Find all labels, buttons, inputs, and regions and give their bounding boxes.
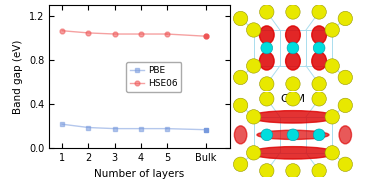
- Ellipse shape: [286, 26, 300, 44]
- Circle shape: [246, 146, 261, 160]
- Circle shape: [325, 23, 339, 37]
- Ellipse shape: [257, 130, 329, 139]
- Circle shape: [338, 11, 353, 26]
- Text: CBM: CBM: [280, 94, 305, 104]
- Ellipse shape: [234, 126, 247, 144]
- Ellipse shape: [250, 111, 336, 123]
- Ellipse shape: [312, 26, 327, 44]
- Circle shape: [286, 77, 300, 91]
- Circle shape: [338, 98, 353, 113]
- Circle shape: [287, 42, 299, 54]
- Circle shape: [325, 59, 339, 73]
- Circle shape: [338, 70, 353, 85]
- Circle shape: [260, 77, 274, 91]
- Circle shape: [233, 70, 248, 85]
- Circle shape: [261, 42, 273, 54]
- Circle shape: [313, 129, 325, 141]
- Circle shape: [325, 110, 339, 124]
- Circle shape: [260, 5, 274, 19]
- Circle shape: [260, 92, 274, 106]
- Circle shape: [312, 5, 326, 19]
- Circle shape: [312, 77, 326, 91]
- Circle shape: [233, 98, 248, 113]
- Ellipse shape: [339, 126, 352, 144]
- Circle shape: [286, 92, 300, 106]
- Circle shape: [286, 164, 300, 178]
- Circle shape: [287, 129, 299, 141]
- Circle shape: [286, 5, 300, 19]
- Circle shape: [312, 164, 326, 178]
- Legend: PBE, HSE06: PBE, HSE06: [126, 62, 181, 92]
- Circle shape: [233, 157, 248, 171]
- X-axis label: Number of layers: Number of layers: [94, 169, 184, 179]
- Ellipse shape: [259, 26, 274, 44]
- Circle shape: [246, 110, 261, 124]
- Circle shape: [260, 164, 274, 178]
- Ellipse shape: [312, 52, 327, 70]
- Circle shape: [325, 146, 339, 160]
- Circle shape: [246, 59, 261, 73]
- Circle shape: [312, 92, 326, 106]
- Ellipse shape: [259, 52, 274, 70]
- Circle shape: [246, 23, 261, 37]
- Circle shape: [261, 129, 273, 141]
- Circle shape: [338, 157, 353, 171]
- Circle shape: [233, 11, 248, 26]
- Y-axis label: Band gap (eV): Band gap (eV): [13, 40, 23, 114]
- Ellipse shape: [286, 52, 300, 70]
- Ellipse shape: [250, 147, 336, 159]
- Circle shape: [313, 42, 325, 54]
